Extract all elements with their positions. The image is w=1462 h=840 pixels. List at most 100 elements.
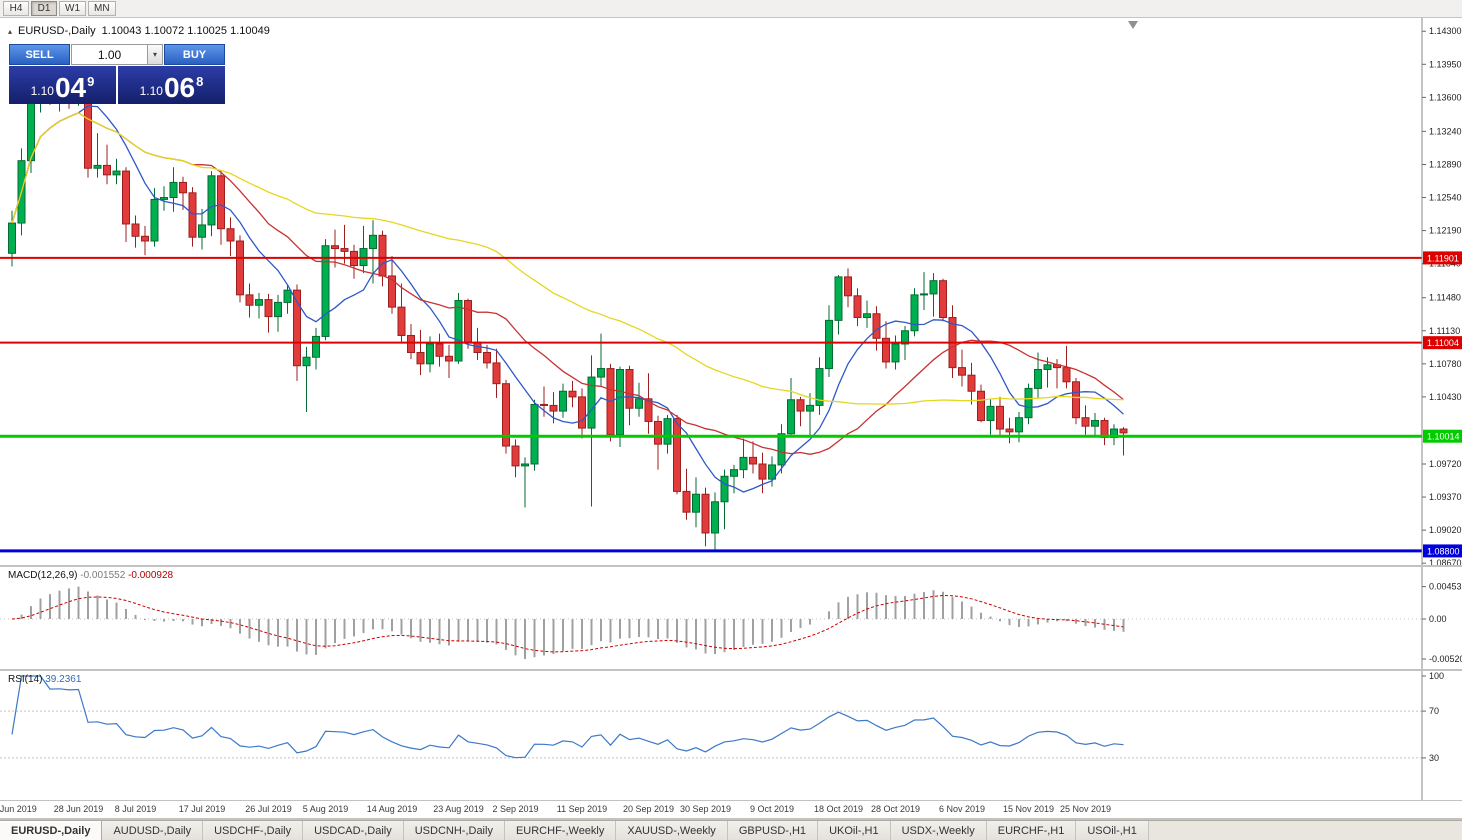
candle-body	[217, 175, 225, 230]
buy-price-prefix: 1.10	[139, 84, 163, 98]
main-chart-canvas[interactable]: 1.14300 1.13950 1.13600 1.13240 1.12890 1.125…	[0, 18, 1462, 565]
ma-20-line	[11, 112, 1124, 455]
date-label: 23 Aug 2019	[433, 804, 484, 814]
level-price-label: 1.11901	[1427, 253, 1459, 263]
candle-body	[321, 245, 330, 337]
candle-body	[692, 493, 700, 513]
candle-body	[511, 445, 520, 467]
chart-tab-eurusd-daily[interactable]: EURUSD-,Daily	[0, 821, 103, 840]
rsi-axis-label: 70	[1429, 706, 1439, 716]
candle-body	[521, 463, 529, 467]
buy-button[interactable]: BUY	[164, 44, 225, 65]
candle-body	[131, 223, 140, 237]
price-tick-label: 1.12190	[1429, 226, 1462, 236]
sell-button[interactable]: SELL	[9, 44, 70, 65]
candle-body	[150, 198, 159, 242]
candle-body	[1034, 369, 1042, 389]
price-tick-label: 1.12890	[1429, 159, 1462, 169]
candle-body	[445, 355, 453, 362]
candle-body	[407, 334, 415, 353]
candle-body	[207, 175, 216, 226]
ma-8-line	[11, 105, 1124, 493]
macd-signal-line	[11, 594, 1124, 653]
chart-window: 1.14300 1.13950 1.13600 1.13240 1.12890 1.125…	[0, 18, 1462, 820]
lot-size-field[interactable]: 1.00 ▾	[71, 44, 163, 65]
pane-separator[interactable]	[0, 565, 1462, 567]
candle-body	[663, 418, 672, 445]
chart-tab-usdx-weekly[interactable]: USDX-,Weekly	[890, 821, 987, 840]
pane-separator[interactable]	[0, 669, 1462, 671]
sell-price-button[interactable]: 1.10 04 9	[9, 66, 116, 104]
timeframe-button-d1[interactable]: D1	[31, 1, 57, 16]
lot-size-value[interactable]: 1.00	[97, 47, 122, 62]
candle-body	[578, 396, 586, 429]
timeframe-button-mn[interactable]: MN	[88, 1, 116, 16]
date-label: 28 Jun 2019	[53, 804, 104, 814]
date-label: 2 Sep 2019	[492, 804, 539, 814]
candle-body	[236, 240, 244, 296]
chart-tab-usoil-h1[interactable]: USOil-,H1	[1076, 821, 1149, 840]
rsi-label: RSI(14) 39.2361	[8, 674, 81, 685]
price-tick-label: 1.11130	[1429, 326, 1460, 336]
candle-body	[920, 293, 928, 296]
candle-body	[777, 433, 786, 466]
macd-name: MACD(12,26,9)	[8, 570, 78, 581]
candle-body	[112, 170, 121, 176]
candle-body	[502, 383, 510, 447]
candle-body	[967, 374, 976, 392]
chart-shift-marker[interactable]	[1128, 21, 1138, 29]
candle-body	[540, 403, 548, 406]
time-axis[interactable]: 19 Jun 2019 28 Jun 2019 8 Jul 2019 17 Jul 2…	[0, 801, 1462, 818]
date-label: 30 Sep 2019	[679, 804, 732, 814]
candle-body	[768, 464, 776, 480]
chart-tab-ukoil-h1[interactable]: UKOil-,H1	[818, 821, 891, 840]
candle-body	[825, 319, 833, 370]
candle-body	[625, 369, 634, 409]
price-tick-label: 1.10780	[1429, 359, 1462, 369]
candle-body	[882, 337, 890, 363]
chart-tab-xauusd-weekly[interactable]: XAUUSD-,Weekly	[616, 821, 728, 840]
macd-pane[interactable]: 0.004536 0.00 -0.005205	[0, 567, 1462, 669]
candle-body	[568, 390, 577, 398]
price-tick-label: 1.09720	[1429, 459, 1462, 469]
chart-tab-audusd-daily[interactable]: AUDUSD-,Daily	[102, 821, 204, 840]
candle-body	[910, 294, 919, 332]
chart-tab-eurchf-weekly[interactable]: EURCHF-,Weekly	[504, 821, 617, 840]
price-tick-label: 1.13240	[1429, 126, 1462, 136]
candle-body	[1091, 420, 1099, 427]
candle-body	[711, 501, 719, 534]
price-tick-label: 1.09370	[1429, 492, 1462, 502]
candle-body	[901, 330, 909, 345]
timeframe-button-h4[interactable]: H4	[3, 1, 29, 16]
timeframe-button-w1[interactable]: W1	[59, 1, 86, 16]
candle-body	[378, 234, 387, 277]
chart-tab-usdchf-daily[interactable]: USDCHF-,Daily	[203, 821, 304, 840]
candle-body	[635, 398, 643, 409]
rsi-name: RSI(14)	[8, 674, 43, 685]
date-label: 25 Nov 2019	[1059, 804, 1112, 814]
buy-price-button[interactable]: 1.10 06 8	[118, 66, 225, 104]
chart-tab-usdcnh-daily[interactable]: USDCNH-,Daily	[403, 821, 505, 840]
candle-body	[388, 275, 396, 308]
pane-separator	[0, 800, 1462, 801]
rsi-pane[interactable]: 100 70 30	[0, 671, 1462, 800]
lot-dropdown-button[interactable]: ▾	[147, 45, 162, 64]
candle-body	[749, 456, 757, 465]
sell-price-point: 9	[87, 74, 95, 89]
chart-title: ▴ EURUSD-,Daily 1.10043 1.10072 1.10025 …	[8, 25, 270, 37]
candle-body	[616, 369, 624, 436]
candle-body	[103, 164, 111, 176]
chart-tab-usdcad-daily[interactable]: USDCAD-,Daily	[303, 821, 404, 840]
chart-icon: ▴	[8, 26, 13, 36]
chart-tab-gbpusd-h1[interactable]: GBPUSD-,H1	[727, 821, 819, 840]
candle-body	[787, 399, 795, 435]
candle-body	[255, 299, 263, 306]
date-label: 5 Aug 2019	[302, 804, 349, 814]
chart-tab-eurchf-h1[interactable]: EURCHF-,H1	[986, 821, 1077, 840]
date-label: 8 Jul 2019	[114, 804, 157, 814]
candle-body	[863, 313, 871, 319]
candle-body	[369, 234, 377, 250]
candle-body	[464, 300, 472, 343]
candle-body	[730, 469, 738, 477]
date-label: 28 Oct 2019	[870, 804, 921, 814]
